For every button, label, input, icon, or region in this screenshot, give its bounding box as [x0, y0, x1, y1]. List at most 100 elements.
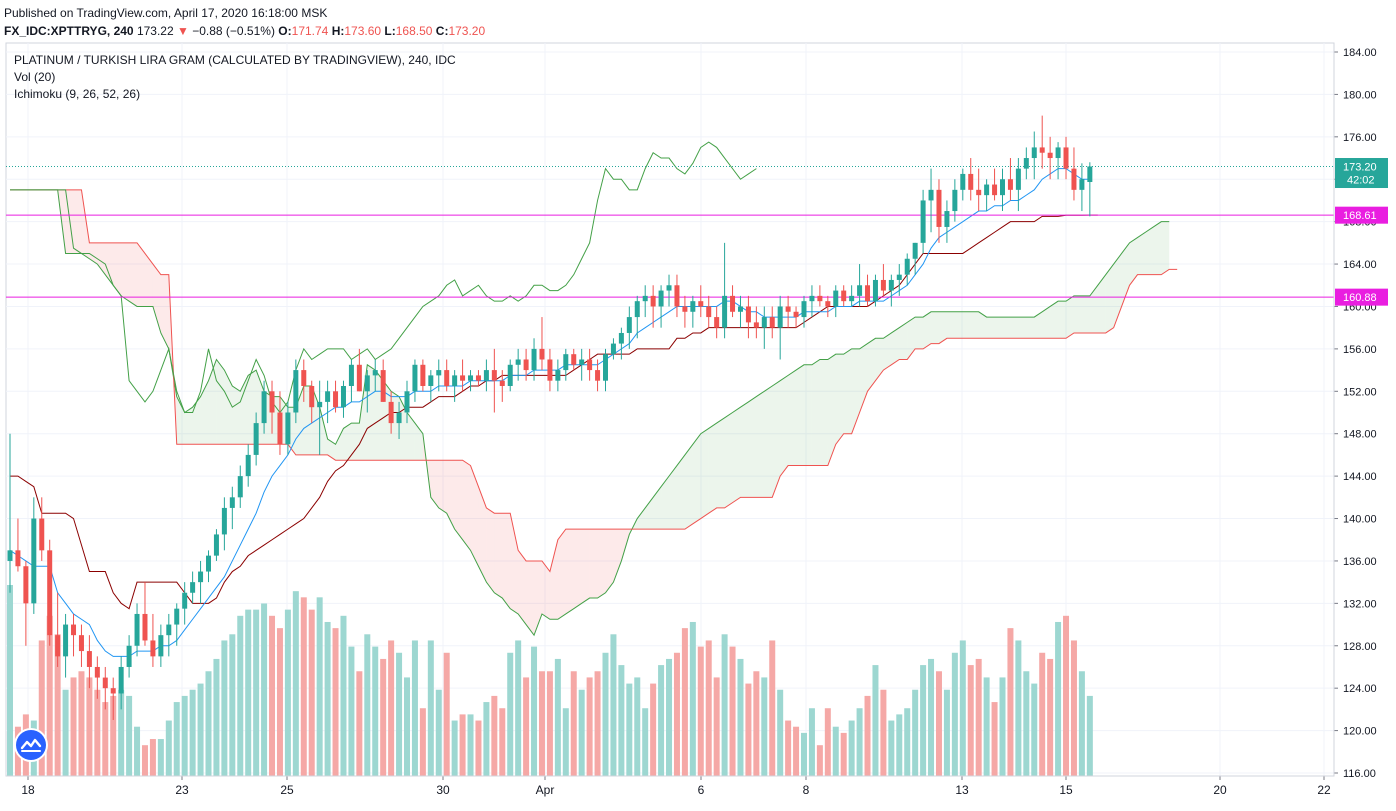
- cloud-segment: [581, 529, 590, 604]
- x-tick-label: 18: [21, 783, 35, 797]
- candle-body: [793, 311, 799, 318]
- volume-bar: [205, 671, 212, 776]
- candle-body: [650, 295, 656, 307]
- candle: [563, 348, 569, 381]
- x-tick-label: 23: [175, 783, 189, 797]
- candle-body: [817, 295, 823, 302]
- candle-body: [1047, 152, 1053, 159]
- cloud-segment: [129, 242, 138, 307]
- cloud-segment: [1129, 237, 1138, 286]
- cloud-segment: [851, 348, 860, 434]
- candle-series: [7, 115, 1093, 720]
- volume-bar: [443, 652, 450, 776]
- volume-bar: [943, 689, 950, 776]
- candle-body: [63, 624, 69, 657]
- volume-bar: [237, 615, 244, 776]
- candle: [1087, 162, 1093, 217]
- volume-bar: [261, 603, 268, 776]
- candle: [198, 560, 204, 604]
- candle-body: [134, 613, 140, 646]
- volume-bar: [324, 621, 331, 776]
- volume-bar: [491, 695, 498, 776]
- candle-body: [968, 173, 974, 190]
- candle: [237, 465, 243, 508]
- cloud-segment: [875, 338, 884, 381]
- candle: [206, 550, 211, 583]
- cloud-segment: [804, 364, 812, 466]
- cloud-segment: [494, 513, 503, 599]
- candle: [896, 264, 902, 296]
- cloud-segment: [740, 401, 749, 498]
- volume-indicator-label[interactable]: Vol (20): [14, 70, 56, 84]
- cloud-segment: [1066, 295, 1074, 339]
- candle: [428, 370, 434, 402]
- candle: [952, 179, 958, 222]
- cloud-segment: [438, 460, 447, 514]
- volume-bar: [650, 683, 657, 776]
- cloud-segment: [541, 560, 550, 620]
- cloud-segment: [105, 242, 114, 286]
- x-tick-label: 15: [1059, 783, 1073, 797]
- ichimoku-indicator-label[interactable]: Ichimoku (9, 26, 52, 26): [14, 87, 141, 101]
- candle-body: [301, 370, 307, 386]
- candle-body: [1071, 168, 1077, 190]
- cloud-segment: [224, 370, 233, 445]
- candle-body: [23, 566, 29, 604]
- volume-bar: [276, 628, 283, 776]
- cloud-segment: [756, 391, 765, 498]
- candle: [380, 359, 386, 402]
- candle-body: [166, 624, 172, 636]
- candle: [690, 295, 696, 328]
- candle-body: [1015, 168, 1021, 190]
- series-title[interactable]: PLATINUM / TURKISH LIRA GRAM (CALCULATED…: [14, 53, 456, 67]
- cloud-segment: [645, 497, 654, 530]
- candle: [523, 348, 529, 381]
- cloud-segment: [137, 242, 145, 307]
- cloud-segment: [327, 439, 336, 461]
- x-tick-label: Apr: [536, 783, 555, 797]
- candle-body: [539, 348, 545, 360]
- volume-bar: [396, 652, 403, 776]
- volume-bar: [308, 609, 315, 776]
- candle-body: [563, 354, 569, 371]
- candle-body: [198, 571, 204, 583]
- candle-body: [507, 364, 513, 386]
- candle-body: [682, 306, 688, 312]
- cloud-segment: [796, 364, 804, 466]
- cloud-segment: [724, 412, 733, 508]
- candle: [801, 295, 807, 328]
- cloud-segment: [1145, 226, 1154, 275]
- volume-bar: [404, 677, 410, 776]
- high-label: H:: [331, 24, 345, 38]
- volume-bar: [300, 597, 307, 776]
- candle: [404, 380, 410, 424]
- price-label-text: 173.20: [1343, 162, 1377, 174]
- candle-body: [499, 380, 505, 386]
- cloud-segment: [978, 311, 987, 339]
- candle: [857, 264, 863, 307]
- cloud-segment: [684, 444, 693, 530]
- volume-bar: [515, 640, 522, 776]
- candle: [936, 179, 942, 243]
- volume-bar: [610, 634, 617, 776]
- candle: [1015, 158, 1021, 212]
- candle: [1031, 131, 1037, 180]
- cloud-segment: [613, 529, 622, 583]
- candle: [71, 613, 77, 657]
- candle-body: [642, 295, 648, 302]
- candle: [833, 285, 839, 318]
- candle: [579, 348, 585, 381]
- cloud-segment: [954, 311, 963, 339]
- volume-bar: [38, 640, 45, 776]
- volume-bar: [451, 720, 458, 776]
- y-tick-label: 180.00: [1343, 89, 1377, 101]
- candle: [412, 359, 418, 402]
- candle: [221, 497, 227, 551]
- candle: [674, 274, 680, 318]
- tradingview-logo-icon[interactable]: [16, 730, 46, 760]
- volume-bar: [356, 671, 363, 776]
- candle: [1047, 136, 1053, 180]
- cloud-segment: [669, 465, 677, 530]
- candle-body: [976, 189, 982, 196]
